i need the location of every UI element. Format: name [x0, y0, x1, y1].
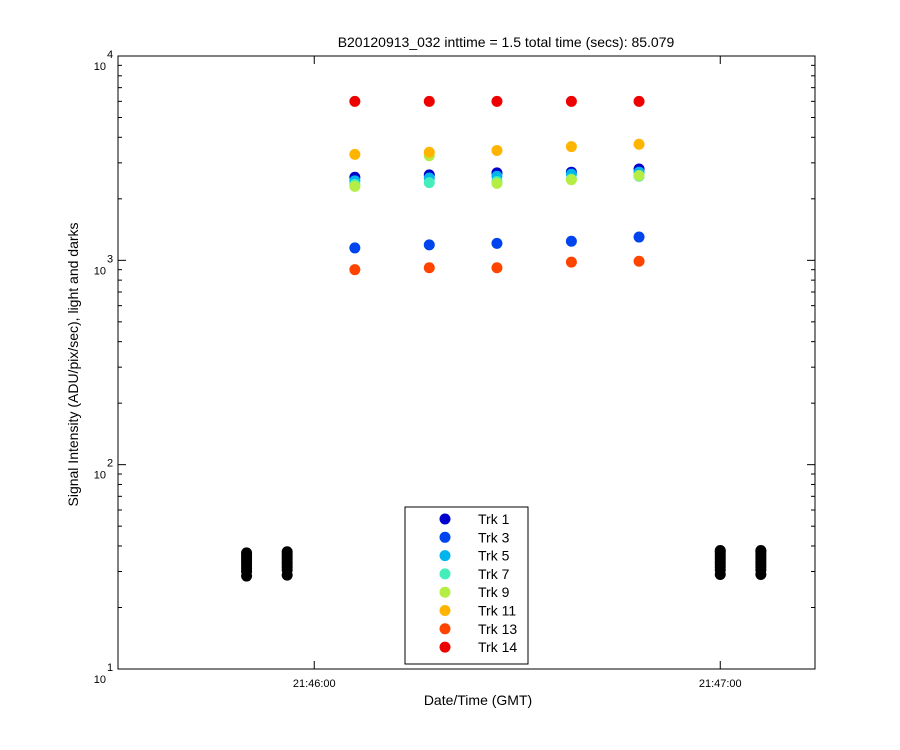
dark-point — [714, 545, 726, 557]
legend-item: Trk 11 — [439, 603, 516, 619]
data-point — [491, 95, 503, 107]
data-point — [565, 256, 577, 268]
dark-point — [755, 545, 767, 557]
legend-item: Trk 5 — [439, 548, 510, 564]
data-point — [423, 177, 435, 189]
legend-item: Trk 3 — [439, 529, 510, 545]
data-point — [633, 170, 645, 182]
x-tick-label: 21:47:00 — [699, 678, 742, 690]
data-point — [349, 95, 361, 107]
legend-item: Trk 7 — [439, 566, 510, 582]
y-axis-title: Signal Intensity (ADU/pix/sec), light an… — [65, 222, 81, 506]
data-point — [423, 95, 435, 107]
legend-marker — [439, 586, 451, 598]
legend-marker — [439, 568, 451, 580]
x-axis-title: Date/Time (GMT) — [424, 692, 532, 708]
dark-point — [281, 546, 293, 558]
legend-box — [404, 506, 529, 665]
y-tick-exponent: 4 — [107, 49, 113, 61]
data-point — [349, 148, 361, 160]
legend-label: Trk 9 — [478, 584, 510, 600]
y-tick-exponent: 2 — [107, 458, 113, 470]
data-point — [565, 174, 577, 186]
data-point — [491, 237, 503, 249]
data-point — [633, 138, 645, 150]
legend-label: Trk 3 — [478, 529, 510, 545]
y-tick-exponent: 3 — [107, 253, 113, 265]
data-point — [491, 177, 503, 189]
dark-point — [241, 547, 253, 559]
legend-label: Trk 13 — [478, 621, 517, 637]
data-point — [633, 231, 645, 243]
y-tick-label: 10 — [94, 470, 106, 482]
y-tick-exponent: 1 — [107, 662, 113, 674]
legend-label: Trk 7 — [478, 566, 510, 582]
legend-item: Trk 14 — [439, 639, 517, 655]
x-tick-label: 21:46:00 — [293, 678, 336, 690]
legend-label: Trk 11 — [478, 603, 516, 619]
legend-marker — [439, 513, 451, 525]
data-point — [423, 262, 435, 274]
y-minor-ticks — [118, 64, 815, 608]
x-ticks: 21:46:00 21:47:00 — [293, 56, 742, 690]
data-point — [491, 144, 503, 156]
data-point — [565, 141, 577, 153]
legend: Trk 1 Trk 3 Trk 5 Trk 7 Trk 9 Trk 11 Trk 13 Trk… — [404, 506, 529, 665]
legend-items: Trk 1 Trk 3 Trk 5 Trk 7 Trk 9 Trk 11 Trk 13 Trk… — [439, 511, 517, 655]
legend-marker — [439, 641, 451, 653]
data-point — [633, 255, 645, 267]
data-point — [349, 180, 361, 192]
light-points — [349, 95, 645, 276]
legend-label: Trk 5 — [478, 548, 510, 564]
data-point — [423, 146, 435, 158]
data-point — [633, 95, 645, 107]
y-tick-label: 10 — [94, 674, 106, 686]
legend-item: Trk 13 — [439, 621, 517, 637]
y-tick-label: 10 — [94, 61, 106, 73]
data-point — [491, 262, 503, 274]
legend-marker — [439, 605, 451, 616]
legend-marker — [439, 550, 451, 562]
dark-points — [241, 545, 767, 582]
legend-label: Trk 1 — [478, 511, 510, 527]
data-point — [565, 235, 577, 247]
legend-marker — [439, 623, 451, 635]
legend-label: Trk 14 — [478, 639, 517, 655]
chart-title: B20120913_032 inttime = 1.5 total time (… — [338, 34, 675, 50]
legend-marker — [439, 531, 451, 543]
data-point — [423, 239, 435, 251]
data-point — [565, 95, 577, 107]
data-point — [349, 242, 361, 254]
y-tick-label: 10 — [94, 265, 106, 277]
legend-item: Trk 9 — [439, 584, 510, 600]
data-point — [349, 264, 361, 276]
legend-item: Trk 1 — [439, 511, 510, 527]
